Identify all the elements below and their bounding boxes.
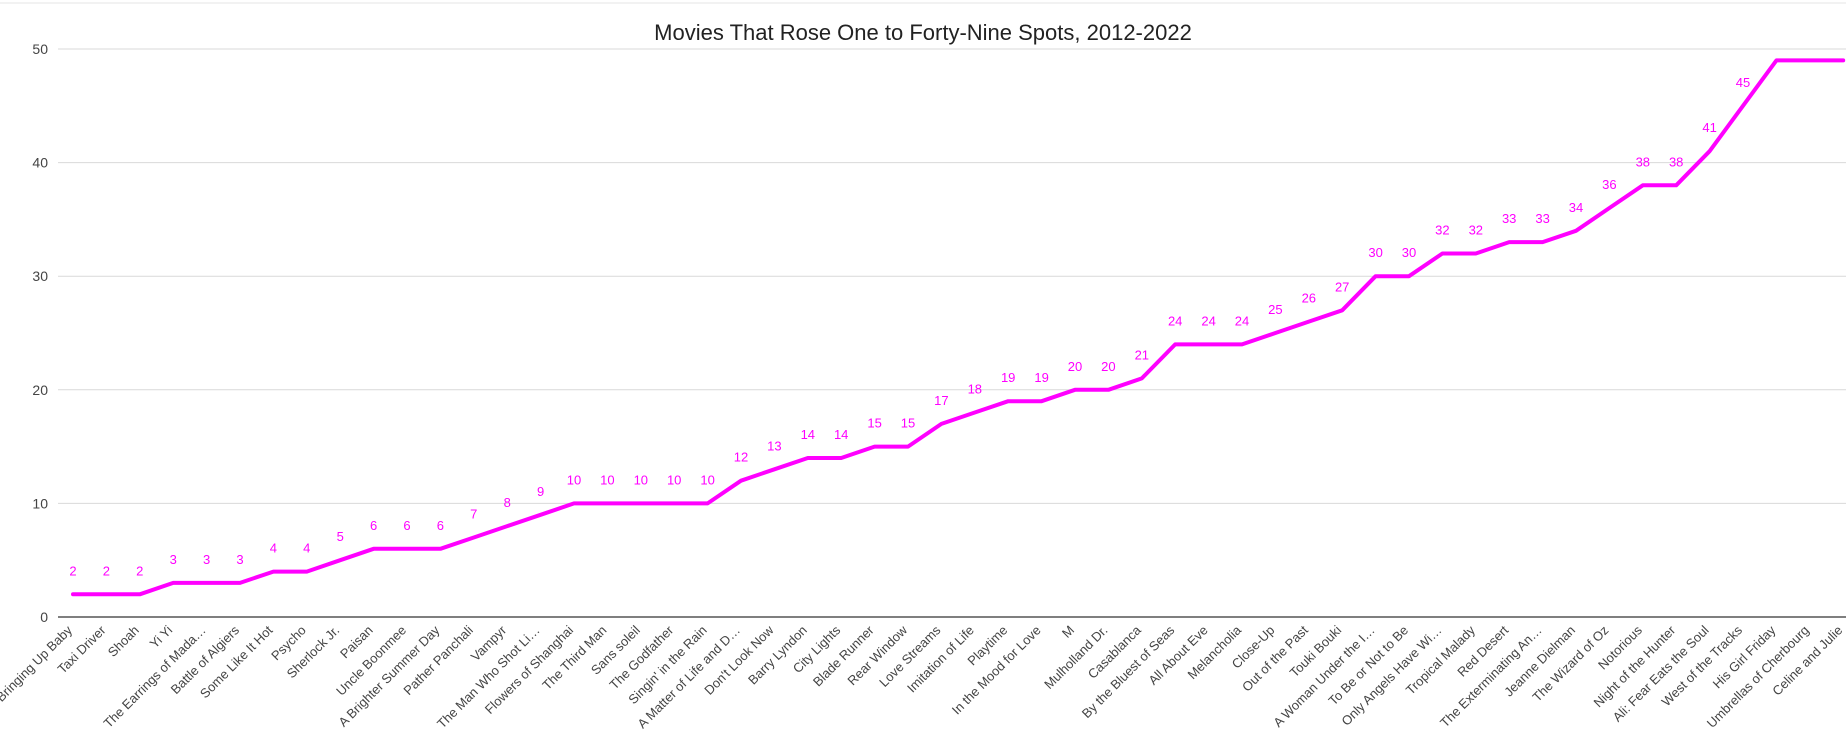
y-tick-label: 10 xyxy=(32,495,48,511)
data-label: 6 xyxy=(370,518,377,533)
data-label: 2 xyxy=(136,563,143,578)
data-label: 10 xyxy=(600,472,614,487)
data-label: 8 xyxy=(504,495,511,510)
data-label: 33 xyxy=(1502,211,1516,226)
data-label: 19 xyxy=(1001,370,1015,385)
data-label: 4 xyxy=(303,541,310,556)
data-label: 2 xyxy=(103,563,110,578)
y-tick-label: 40 xyxy=(32,155,48,171)
series-polyline xyxy=(71,58,1846,597)
data-label: 14 xyxy=(834,427,848,442)
data-label: 27 xyxy=(1335,279,1349,294)
data-label: 15 xyxy=(901,416,915,431)
data-label: 10 xyxy=(700,472,714,487)
data-label: 7 xyxy=(470,506,477,521)
data-label: 10 xyxy=(667,472,681,487)
y-tick-label: 0 xyxy=(40,609,48,625)
y-tick-label: 50 xyxy=(32,41,48,57)
data-label: 38 xyxy=(1636,154,1650,169)
data-label: 4 xyxy=(270,541,277,556)
x-tick-label: Shoah xyxy=(105,623,142,660)
data-label: 6 xyxy=(437,518,444,533)
data-label: 21 xyxy=(1135,347,1149,362)
data-label: 30 xyxy=(1402,245,1416,260)
data-label: 25 xyxy=(1268,302,1282,317)
data-label: 2 xyxy=(69,563,76,578)
data-label: 20 xyxy=(1101,359,1115,374)
data-label: 38 xyxy=(1669,154,1683,169)
data-label: 10 xyxy=(567,472,581,487)
data-label: 34 xyxy=(1569,200,1583,215)
grid-lines xyxy=(58,48,1846,504)
data-label: 5 xyxy=(337,529,344,544)
data-label: 36 xyxy=(1602,177,1616,192)
data-label: 19 xyxy=(1034,370,1048,385)
data-label: 14 xyxy=(801,427,815,442)
x-tick-label: Yi Yi xyxy=(147,622,176,651)
y-axis-ticks: 0 10 20 30 40 50 xyxy=(32,41,48,625)
x-tick-label: M xyxy=(1059,623,1077,641)
y-tick-label: 30 xyxy=(32,268,48,284)
data-label: 30 xyxy=(1368,245,1382,260)
data-label: 18 xyxy=(968,382,982,397)
data-label: 20 xyxy=(1068,359,1082,374)
series-line xyxy=(71,58,1846,597)
data-label: 41 xyxy=(1702,120,1716,135)
data-label: 9 xyxy=(537,484,544,499)
data-label: 3 xyxy=(236,552,243,567)
data-label: 32 xyxy=(1435,222,1449,237)
data-label: 13 xyxy=(767,438,781,453)
data-label: 24 xyxy=(1168,313,1182,328)
data-label: 17 xyxy=(934,393,948,408)
data-label: 15 xyxy=(867,416,881,431)
data-label: 33 xyxy=(1535,211,1549,226)
data-label: 32 xyxy=(1469,222,1483,237)
data-label: 3 xyxy=(170,552,177,567)
data-label: 26 xyxy=(1302,291,1316,306)
data-label: 12 xyxy=(734,450,748,465)
data-label: 6 xyxy=(403,518,410,533)
chart-title: Movies That Rose One to Forty-Nine Spots… xyxy=(654,20,1192,45)
data-label: 24 xyxy=(1201,313,1215,328)
data-label: 10 xyxy=(634,472,648,487)
data-label: 45 xyxy=(1736,75,1750,90)
y-tick-label: 20 xyxy=(32,382,48,398)
data-label: 24 xyxy=(1235,313,1249,328)
data-label: 3 xyxy=(203,552,210,567)
